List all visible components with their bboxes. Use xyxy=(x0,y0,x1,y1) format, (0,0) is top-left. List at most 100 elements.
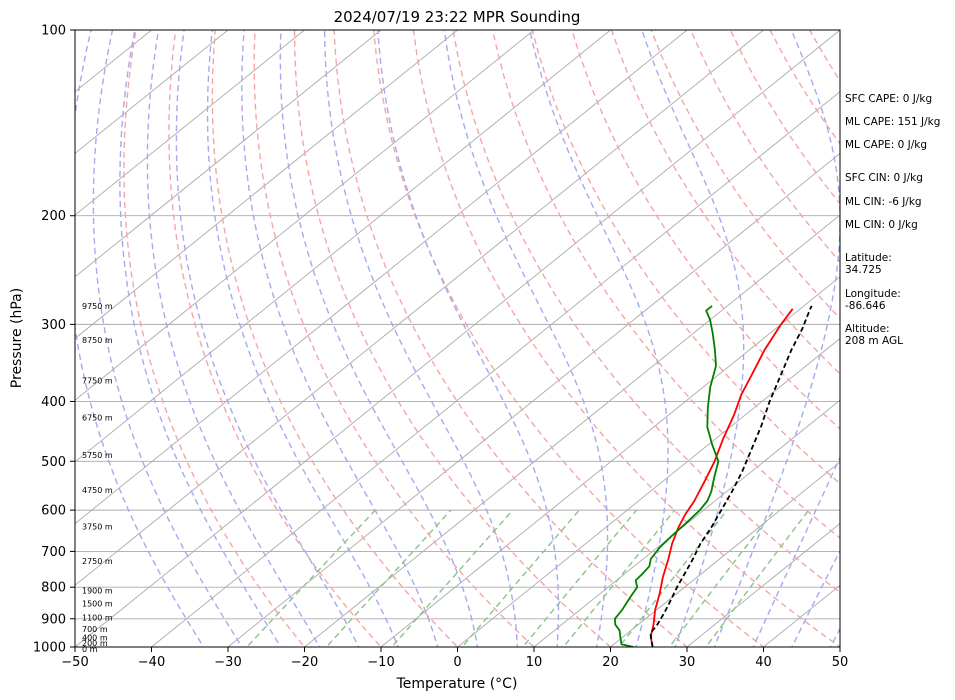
parcel-profile xyxy=(649,305,813,647)
moist-adiabat-line xyxy=(323,30,519,647)
dry-adiabat-line xyxy=(610,30,840,375)
x-tick-label: 0 xyxy=(453,655,461,670)
y-tick-label: 200 xyxy=(41,209,66,224)
dry-adiabat-line xyxy=(571,30,840,430)
dry-adiabat-line xyxy=(333,30,689,647)
moist-adiabat-line xyxy=(377,30,560,647)
isotherm-line xyxy=(75,30,382,278)
height-labels: 9750 m 8750 m 7750 m 6750 m 5750 m 4750 m 3750… xyxy=(82,302,113,654)
isotherm-line xyxy=(75,30,535,401)
sounding-info-text: SFC CIN: 0 J/kg xyxy=(845,172,923,184)
sounding-info-text: Altitude: 208 m AGL xyxy=(845,323,903,347)
height-label: 1100 m xyxy=(82,613,113,622)
moist-adiabat-line xyxy=(241,30,439,647)
sounding-info-text: ML CIN: 0 J/kg xyxy=(845,219,918,231)
dry-adiabat-line xyxy=(531,30,840,485)
dry-adiabat-line xyxy=(168,30,382,647)
mixing-ratio-line xyxy=(461,509,580,647)
moist-adiabat-line xyxy=(75,30,205,647)
dry-adiabat-line xyxy=(253,30,536,647)
dry-adiabat-line xyxy=(211,30,459,647)
x-tick-label: −10 xyxy=(367,655,394,670)
background-grid xyxy=(75,30,840,647)
moist-adiabat-line xyxy=(206,30,399,647)
isotherm-line xyxy=(533,399,840,647)
x-axis-title: Temperature (°C) xyxy=(396,676,518,692)
isotherm-line xyxy=(686,523,840,647)
height-label: 1900 m xyxy=(82,587,113,596)
isotherm-line xyxy=(610,461,840,647)
height-label: 1500 m xyxy=(82,599,113,608)
isotherm-line xyxy=(304,214,840,647)
mixing-ratio-line xyxy=(245,509,376,647)
height-label: 700 m xyxy=(82,625,108,634)
temperature-profile xyxy=(649,308,794,647)
moist-adiabat-line xyxy=(119,30,282,647)
y-tick-label: 100 xyxy=(41,24,66,39)
height-label: 200 m xyxy=(82,639,108,648)
x-tick-label: −30 xyxy=(214,655,241,670)
x-tick-label: −50 xyxy=(61,655,88,670)
x-tick-label: 30 xyxy=(679,655,696,670)
isotherm-line xyxy=(75,30,840,647)
isotherm-line xyxy=(227,152,840,647)
x-tick-label: 40 xyxy=(755,655,772,670)
height-label: 3750 m xyxy=(82,523,113,532)
x-tick-label: 50 xyxy=(832,655,849,670)
sounding-info-text: Longitude: -86.646 xyxy=(845,288,901,312)
height-label: 0 m xyxy=(82,645,98,654)
moist-adiabat-line xyxy=(175,30,360,647)
isotherm-line xyxy=(75,30,305,216)
mixing-ratio-line xyxy=(325,509,452,647)
x-tick-label: 10 xyxy=(526,655,543,670)
y-tick-label: 300 xyxy=(41,318,66,333)
y-tick-label: 400 xyxy=(41,395,66,410)
dry-adiabat-line xyxy=(373,30,765,647)
moist-adiabat-line xyxy=(146,30,321,647)
isotherm-line xyxy=(75,30,611,463)
moist-adiabat-line xyxy=(443,30,609,647)
dry-adiabat-line xyxy=(650,30,840,320)
x-tick-label: −20 xyxy=(291,655,318,670)
y-tick-label: 500 xyxy=(41,455,66,470)
mixing-ratio-line xyxy=(668,509,775,647)
dry-adiabat-line xyxy=(293,30,612,647)
data-series xyxy=(614,305,813,647)
y-tick-label: 900 xyxy=(41,612,66,627)
isotherm-line xyxy=(75,30,764,586)
y-axis-title: Pressure (hPa) xyxy=(9,288,25,388)
isotherm-line xyxy=(75,30,229,154)
moist-adiabat-line xyxy=(279,30,479,647)
dewpoint-profile xyxy=(614,305,720,647)
mixing-ratio-line xyxy=(521,509,638,647)
isotherm-line xyxy=(457,337,840,647)
dry-adiabat-line xyxy=(412,30,840,647)
chart-title: 2024/07/19 23:22 MPR Sounding xyxy=(334,8,581,26)
moist-adiabat-line xyxy=(92,30,243,647)
moist-adiabat-line xyxy=(641,30,745,647)
y-tick-label: 600 xyxy=(41,504,66,519)
mixing-ratio-line xyxy=(705,509,810,647)
height-label: 400 m xyxy=(82,634,108,643)
sounding-info-text: ML CIN: -6 J/kg xyxy=(845,196,922,208)
x-tick-label: 20 xyxy=(602,655,619,670)
height-label: 6750 m xyxy=(82,414,113,423)
moist-adiabat-line xyxy=(529,30,669,647)
mixing-ratio-line xyxy=(562,509,676,647)
height-label: 9750 m xyxy=(82,302,113,311)
isotherm-line xyxy=(75,30,458,340)
moist-adiabat-line xyxy=(713,30,840,647)
mixing-ratio-line xyxy=(618,509,728,647)
sounding-info-text: ML CAPE: 151 J/kg xyxy=(845,116,941,128)
height-label: 7750 m xyxy=(82,377,113,386)
x-tick-label: −40 xyxy=(138,655,165,670)
sounding-info-text: SFC CAPE: 0 J/kg xyxy=(845,93,933,105)
dry-adiabat-line xyxy=(491,30,840,539)
dry-adiabat-line xyxy=(123,30,306,647)
sounding-info-text: Latitude: 34.725 xyxy=(845,252,892,276)
y-tick-label: 700 xyxy=(41,545,66,560)
isotherm-line xyxy=(75,30,688,525)
height-label: 2750 m xyxy=(82,557,113,566)
